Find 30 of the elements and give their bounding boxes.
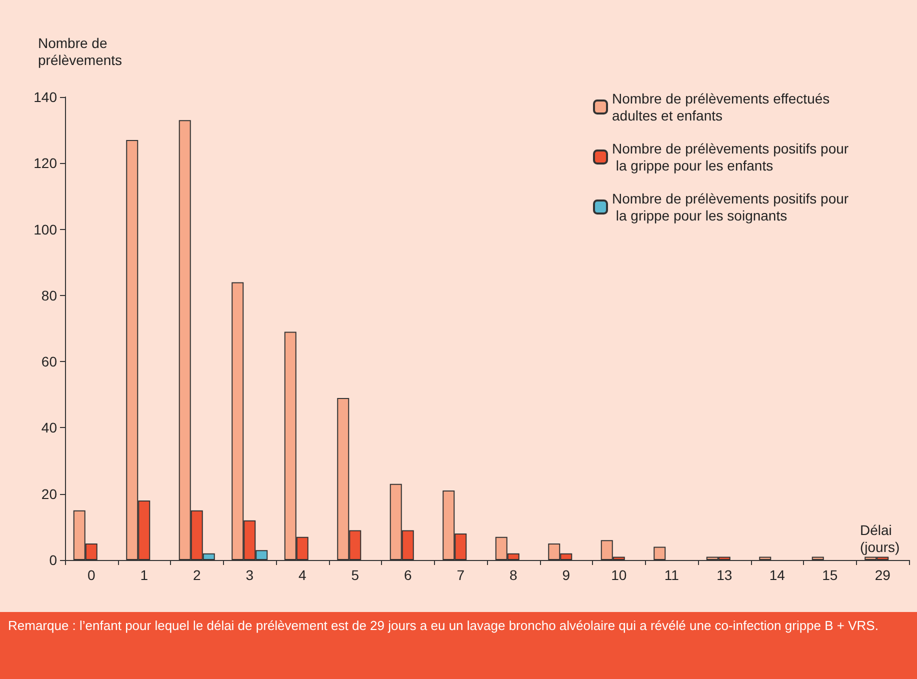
legend-label: Nombre de prélèvements positifs pour la grippe pour les soignants [612, 190, 849, 224]
y-axis-title: Nombre de prélèvements [38, 35, 124, 69]
legend-label: Nombre de prélèvements positifs pour la grippe pour les enfants [612, 140, 849, 174]
x-tick-label: 5 [351, 567, 360, 583]
x-tick-label: 6 [404, 567, 412, 583]
x-tick-label: 4 [298, 567, 306, 583]
y-tick-label: 80 [41, 287, 58, 304]
y-tick-label: 60 [41, 354, 58, 370]
text: Remarque : l’enfant pour lequel le délai de prélèvement est de 29 jours a eu un lavage broncho alvéolaire qui a révélé une co-infection grippe B + VRS. [0, 612, 917, 679]
x-tick-label: 2 [192, 567, 201, 583]
legend-label: Nombre de prélèvements effectués adultes et enfants [612, 90, 834, 124]
y-tick-label: 40 [41, 420, 58, 436]
x-tick-label: 0 [87, 567, 96, 583]
x-tick-label: 13 [716, 567, 732, 583]
x-axis-title: Délai (jours) [860, 522, 901, 556]
x-tick-label: 9 [562, 567, 570, 583]
x-tick-label: 29 [874, 567, 891, 583]
x-tick-label: 7 [456, 567, 465, 583]
y-tick-label: 20 [41, 486, 58, 502]
y-tick-label: 100 [34, 221, 58, 238]
x-tick-label: 10 [611, 567, 627, 583]
y-tick-label: 0 [49, 552, 58, 568]
x-tick-label: 8 [509, 567, 518, 583]
y-tick-label: 120 [34, 155, 58, 172]
y-tick-label: 140 [34, 89, 58, 105]
x-tick-label: 14 [769, 567, 786, 583]
x-tick-label: 15 [822, 567, 838, 583]
x-tick-label: 1 [140, 567, 148, 583]
x-tick-label: 3 [246, 567, 254, 583]
x-tick-label: 11 [664, 567, 680, 583]
